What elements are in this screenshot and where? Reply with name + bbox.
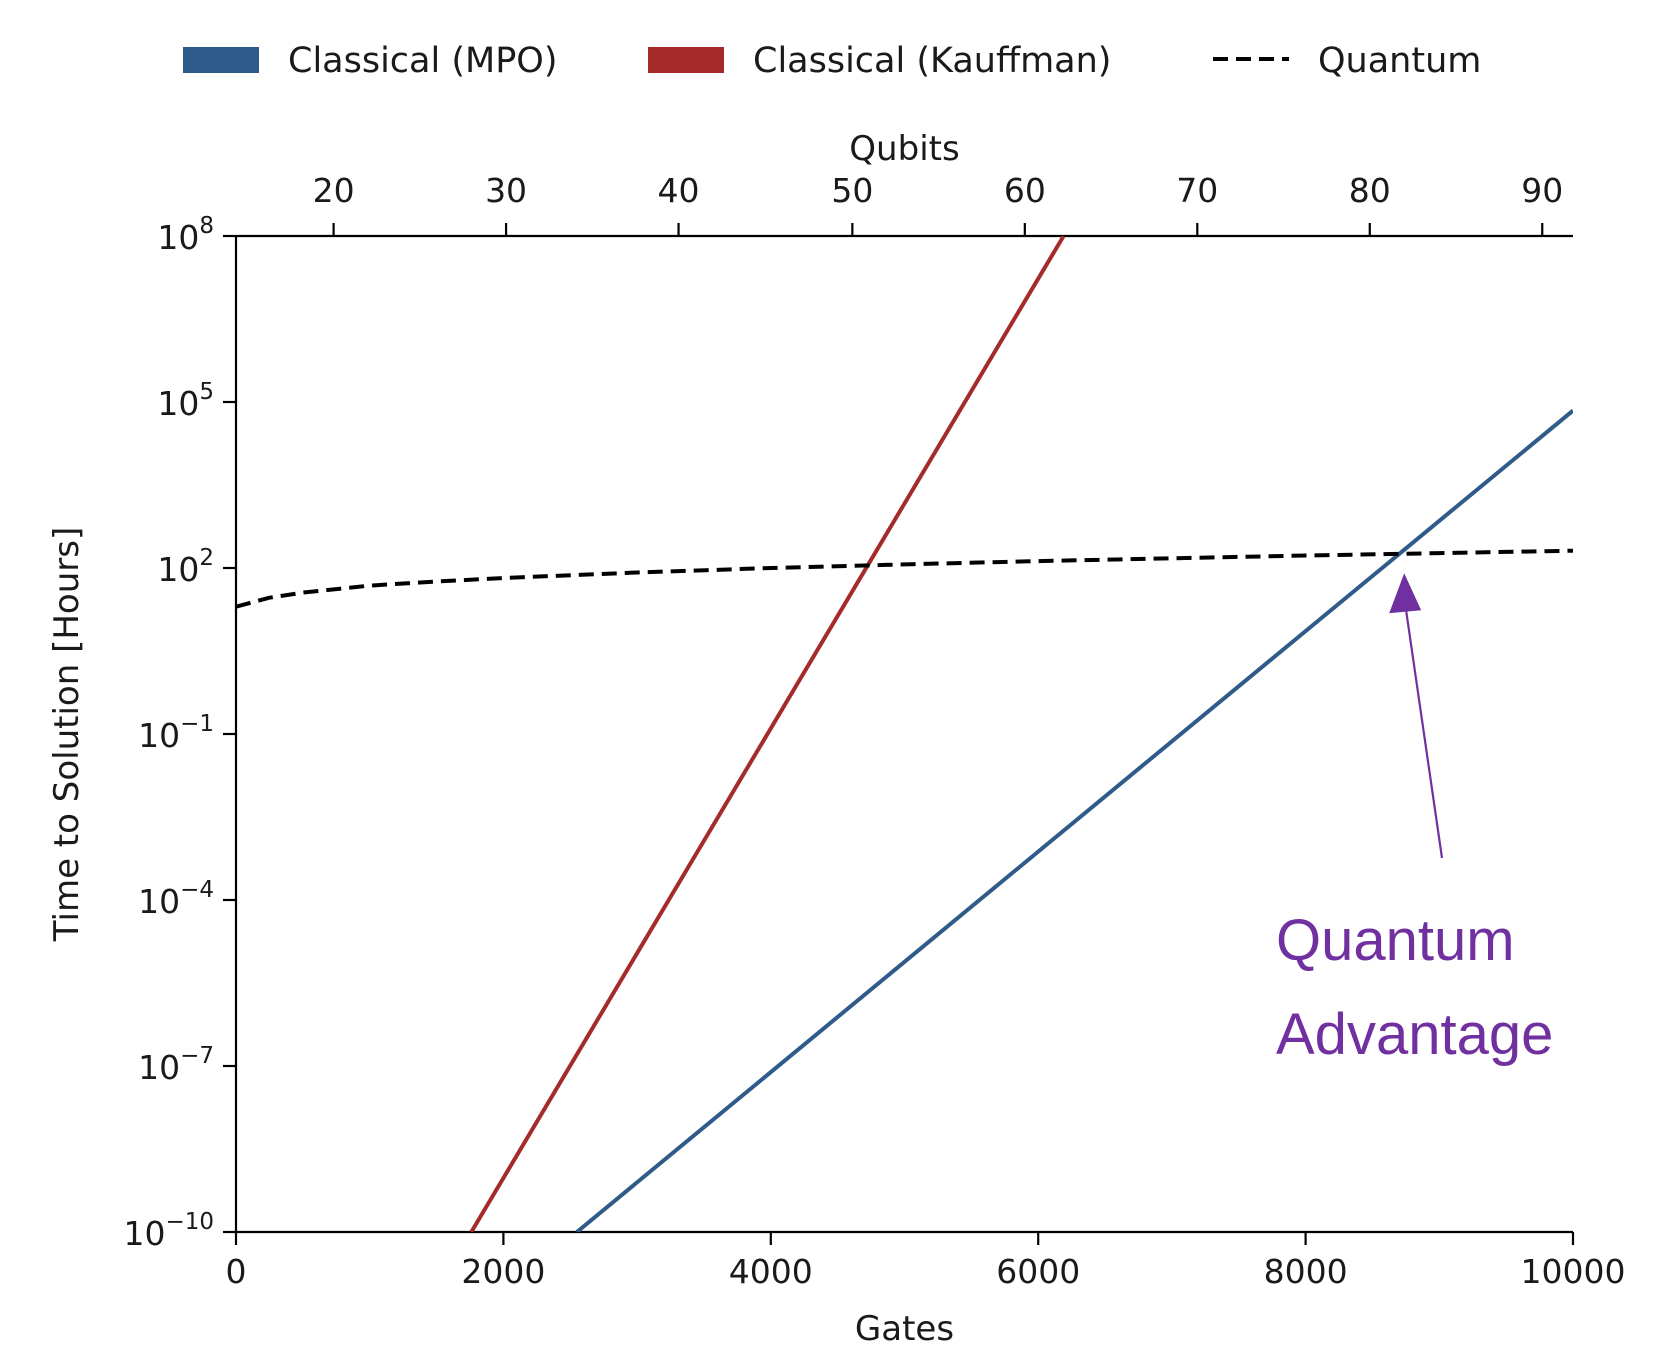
y-tick-label: 10−4: [138, 877, 214, 921]
x-tick-label: 10000: [1521, 1252, 1626, 1291]
y-tick-label: 102: [157, 545, 214, 589]
y-axis-label: Time to Solution [Hours]: [47, 527, 87, 942]
legend-label: Classical (Kauffman): [753, 41, 1111, 81]
top-tick-label: 70: [1176, 171, 1218, 210]
y-tick-label: 108: [157, 213, 214, 257]
annotation-text-line-1: Quantum: [1276, 908, 1515, 973]
x-tick-label: 2000: [461, 1252, 545, 1291]
series-line-classical-kauffman: [469, 236, 1066, 1232]
x-tick-label: 4000: [729, 1252, 813, 1291]
top-tick-label: 40: [658, 171, 700, 210]
top-tick-label: 30: [485, 171, 527, 210]
y-tick-label: 10−1: [138, 711, 214, 755]
y-tick-label: 10−10: [123, 1209, 214, 1253]
legend-swatch: [648, 47, 724, 73]
top-axis-label: Qubits: [849, 129, 959, 169]
legend-swatch: [183, 47, 259, 73]
annotation-arrow-line: [1403, 597, 1444, 859]
top-tick-label: 20: [313, 171, 355, 210]
x-tick-label: 6000: [996, 1252, 1080, 1291]
annotation-text-line-2: Advantage: [1276, 1002, 1553, 1067]
legend-label: Classical (MPO): [288, 41, 558, 81]
y-ticks: 10−10 10−7 10−4 10−1 102 105 108: [123, 213, 236, 1253]
legend: Classical (MPO) Classical (Kauffman) Quant…: [183, 41, 1481, 81]
x-tick-label: 8000: [1264, 1252, 1348, 1291]
y-tick-label: 10−7: [138, 1043, 214, 1087]
top-tick-label: 50: [831, 171, 873, 210]
quantum-advantage-annotation: Quantum Advantage: [1276, 573, 1553, 1067]
legend-label: Quantum: [1318, 41, 1481, 81]
series-lines: [236, 236, 1573, 1232]
x-ticks: 0 2000 4000 6000 8000 10000: [226, 1232, 1626, 1291]
y-tick-label: 105: [157, 379, 214, 423]
x-tick-label: 0: [226, 1252, 247, 1291]
series-line-quantum: [236, 548, 1573, 609]
top-ticks: 20 30 40 50 60 70 80 90: [313, 171, 1563, 236]
series-line-classical-mpo: [575, 409, 1573, 1232]
x-axis-label: Gates: [855, 1309, 954, 1349]
top-tick-label: 80: [1349, 171, 1391, 210]
top-tick-label: 60: [1004, 171, 1046, 210]
top-tick-label: 90: [1521, 171, 1563, 210]
annotation-arrowhead-icon: [1389, 573, 1422, 614]
plot-area: [236, 236, 1573, 1232]
